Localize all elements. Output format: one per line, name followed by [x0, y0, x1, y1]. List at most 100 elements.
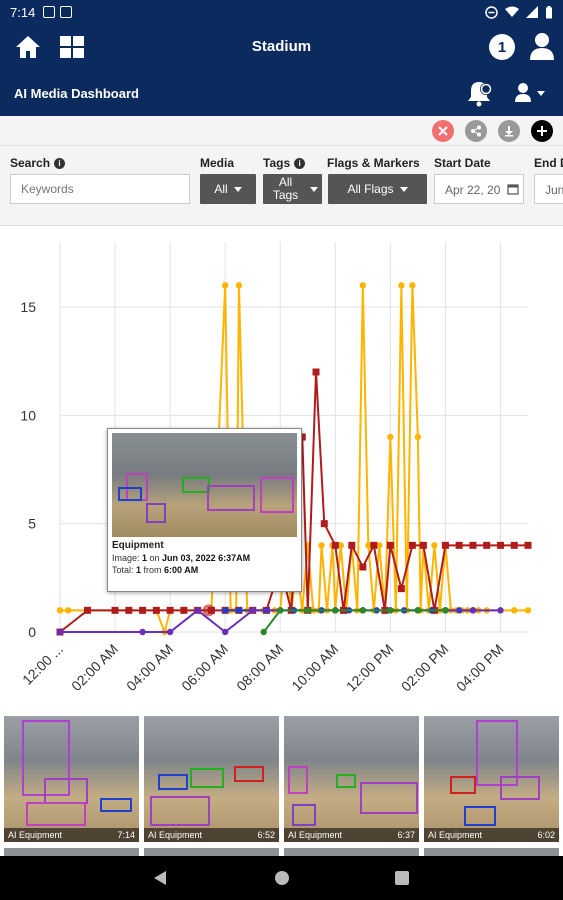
thumbnail-item[interactable]: AI Equipment 6:02	[424, 716, 559, 842]
tooltip-line1-mid: on	[147, 553, 163, 563]
thumbnail-caption: AI Equipment 6:02	[424, 828, 559, 842]
data-point	[125, 606, 133, 614]
end-date-field[interactable]: Jun	[534, 174, 563, 204]
data-point	[387, 607, 394, 614]
tags-dropdown[interactable]: All Tags	[263, 174, 322, 204]
tags-info-icon[interactable]: i	[294, 158, 306, 169]
thumbnail-caption: AI Equipment 6:52	[144, 828, 279, 842]
data-point	[56, 607, 64, 614]
tooltip-line1-prefix: Image:	[112, 553, 143, 563]
data-point	[376, 542, 383, 549]
thumbnail-time: 6:02	[537, 830, 555, 840]
x-tick-label: 04:00 AM	[123, 641, 176, 694]
bell-icon[interactable]	[466, 79, 494, 107]
data-point	[235, 607, 243, 614]
data-point	[249, 607, 256, 614]
data-point	[221, 607, 229, 614]
highlight-point	[202, 604, 215, 617]
search-label: Search i	[10, 156, 66, 170]
dashboard-subtitle: AI Media Dashboard	[14, 86, 139, 101]
account-menu-icon[interactable]	[513, 82, 549, 104]
data-point	[469, 541, 477, 549]
close-icon[interactable]	[432, 120, 454, 142]
data-point	[221, 628, 229, 636]
tags-label-text: Tags	[263, 156, 291, 170]
search-input[interactable]	[10, 174, 190, 204]
status-time: 7:14	[10, 4, 36, 20]
data-point	[398, 282, 405, 289]
data-point	[359, 607, 367, 614]
tooltip-line2-mid: from	[141, 565, 165, 575]
chevron-down-icon	[310, 186, 318, 192]
data-point	[337, 542, 344, 549]
data-point	[180, 606, 188, 614]
data-point	[304, 607, 311, 614]
dashboard-grid-icon[interactable]	[59, 35, 85, 59]
x-tick-label: 08:00 AM	[233, 641, 286, 694]
thumbnail-item[interactable]: AI Equipment 6:52	[144, 716, 279, 842]
home-icon[interactable]	[14, 34, 42, 60]
thumbnail-time: 7:14	[117, 830, 135, 840]
x-tick-label: 02:00 PM	[398, 641, 452, 695]
home-nav-icon[interactable]	[274, 870, 290, 886]
data-point	[260, 628, 267, 636]
battery-icon	[546, 5, 552, 18]
calendar-icon[interactable]	[507, 183, 519, 195]
share-icon[interactable]	[465, 120, 487, 142]
x-tick-label: 04:00 PM	[453, 641, 507, 695]
flags-dropdown[interactable]: All Flags	[328, 174, 427, 204]
x-tick-label: 06:00 AM	[178, 641, 231, 694]
data-point	[414, 607, 422, 614]
x-tick-label: 12:00 ...	[19, 641, 66, 688]
data-point	[483, 541, 491, 549]
data-point	[431, 542, 438, 549]
data-point	[469, 607, 477, 614]
thumbnail-item[interactable]: AI Equipment 7:14	[4, 716, 139, 842]
user-icon[interactable]	[528, 32, 556, 60]
tags-dropdown-value: All Tags	[272, 175, 299, 202]
signal-icon	[526, 6, 538, 18]
tooltip-title: Equipment	[112, 540, 164, 551]
media-chart: 0 5 10 15 12:00 ... 02:00 AM 04:00 AM 06:00 AM 0…	[0, 226, 563, 710]
back-icon[interactable]	[153, 870, 167, 886]
thumbnail-row-next	[284, 848, 419, 856]
data-point	[166, 628, 174, 636]
thumbnail-time: 6:52	[257, 830, 275, 840]
data-point	[414, 433, 422, 441]
tooltip-thumbnail[interactable]	[112, 433, 297, 537]
series-line	[262, 609, 446, 633]
data-point	[497, 607, 504, 614]
x-tick-label: 10:00 AM	[288, 641, 341, 694]
thumbnail-label: AI Equipment	[148, 830, 203, 840]
data-point	[386, 541, 394, 549]
data-point	[409, 282, 416, 289]
media-dropdown[interactable]: All	[200, 174, 256, 204]
data-point	[84, 606, 92, 614]
thumbnail-row-next	[424, 848, 559, 856]
notification-count-badge[interactable]: 1	[489, 34, 515, 60]
data-point	[359, 563, 367, 571]
recents-icon[interactable]	[395, 871, 409, 885]
x-tick-label: 02:00 AM	[68, 641, 121, 694]
add-icon[interactable]	[531, 120, 553, 142]
y-tick-label: 0	[28, 624, 36, 640]
tooltip-line1-count: 1	[142, 553, 148, 563]
dnd-icon	[485, 5, 498, 19]
data-point	[166, 606, 174, 614]
thumbnail-caption: AI Equipment 6:37	[284, 828, 419, 842]
tooltip-image-line: Image: 1 on Jun 03, 2022 6:37AM	[112, 553, 297, 563]
x-tick-label: 12:00 PM	[343, 641, 397, 695]
start-date-field[interactable]: Apr 22, 20	[434, 174, 524, 204]
data-point	[331, 541, 339, 549]
start-date-label: Start Date	[434, 156, 491, 170]
thumbnail-row-next	[4, 848, 139, 856]
thumbnail-item[interactable]: AI Equipment 6:37	[284, 716, 419, 842]
search-info-icon[interactable]: i	[54, 158, 66, 169]
thumbnail-row-next	[144, 848, 279, 856]
data-point	[318, 542, 325, 549]
download-icon[interactable]	[498, 120, 520, 142]
thumbnail-label: AI Equipment	[428, 830, 483, 840]
data-point	[455, 541, 463, 549]
data-point	[152, 606, 160, 614]
